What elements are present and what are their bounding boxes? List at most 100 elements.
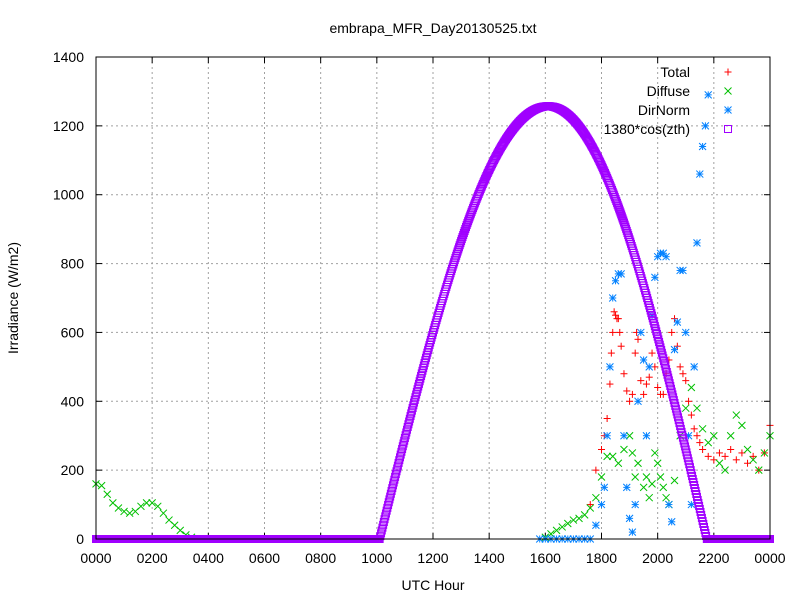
data-point: [634, 397, 642, 406]
marker-stroke: [662, 365, 671, 374]
data-point: [606, 363, 614, 371]
data-point: [656, 343, 665, 352]
marker-stroke: [631, 500, 640, 509]
data-point: [682, 377, 690, 385]
data-point: [621, 222, 630, 231]
marker-stroke: [409, 401, 418, 410]
marker-stroke: [653, 459, 662, 468]
data-point: [609, 328, 617, 336]
marker-stroke: [393, 461, 402, 470]
marker-stroke: [377, 529, 386, 538]
marker-stroke: [608, 294, 617, 302]
marker-stroke: [596, 158, 605, 167]
data-point: [418, 366, 427, 375]
marker-stroke: [639, 483, 648, 492]
marker-stroke: [450, 258, 459, 267]
data-point: [408, 403, 417, 412]
data-point: [684, 457, 693, 466]
data-point: [668, 390, 677, 399]
marker-stroke: [408, 403, 417, 412]
data-point: [606, 380, 614, 388]
data-point: [425, 341, 434, 350]
marker-stroke: [689, 478, 698, 487]
data-point: [679, 370, 687, 378]
data-point: [670, 476, 679, 485]
marker-stroke: [120, 507, 128, 516]
data-point: [655, 340, 664, 349]
data-point: [603, 431, 611, 440]
marker-stroke: [642, 473, 651, 481]
marker-stroke: [665, 379, 674, 388]
data-point: [450, 256, 459, 265]
marker-stroke: [165, 516, 173, 524]
data-point: [690, 425, 698, 433]
marker-stroke: [673, 410, 682, 419]
data-point: [620, 445, 628, 454]
data-point: [142, 498, 151, 507]
marker-stroke: [678, 430, 687, 439]
marker-stroke: [704, 91, 713, 99]
marker-stroke: [569, 516, 578, 524]
data-point: [386, 489, 395, 498]
marker-stroke: [456, 239, 465, 248]
marker-stroke: [603, 452, 611, 461]
data-point: [704, 438, 713, 447]
marker-stroke: [414, 382, 423, 391]
marker-stroke: [403, 422, 412, 431]
data-point: [680, 439, 689, 448]
data-point: [453, 247, 462, 256]
data-point: [407, 409, 416, 418]
data-point: [647, 309, 656, 318]
marker-stroke: [623, 228, 632, 237]
marker-stroke: [654, 335, 663, 344]
data-point: [457, 237, 466, 246]
marker-stroke: [726, 431, 735, 440]
y-axis-ticks: 0 200 400 600 800 1000 1200 1400: [53, 49, 770, 547]
data-point: [667, 517, 676, 526]
x-tick-label: 0000: [80, 550, 111, 566]
marker-stroke: [159, 509, 168, 518]
marker-stroke: [691, 486, 700, 495]
data-point: [624, 231, 633, 240]
data-point: [662, 367, 671, 376]
x-tick-label: 2000: [642, 550, 673, 566]
data-point: [393, 461, 402, 470]
legend: Total Diffuse DirNorm 1380*cos(zth): [604, 64, 732, 137]
data-point: [120, 507, 128, 516]
data-point: [388, 481, 397, 490]
data-point: [387, 486, 396, 495]
marker-stroke: [603, 431, 611, 440]
marker-stroke: [659, 483, 668, 492]
marker-stroke: [645, 363, 654, 371]
data-point: [625, 514, 634, 523]
legend-label: Diffuse: [647, 83, 691, 99]
data-point: [643, 296, 652, 305]
data-point: [646, 306, 655, 315]
marker-stroke: [595, 156, 604, 165]
marker-stroke: [395, 456, 404, 465]
data-point: [598, 445, 605, 453]
y-tick-label: 600: [61, 324, 85, 340]
data-point: [688, 472, 697, 481]
data-point: [628, 390, 636, 398]
data-point: [683, 454, 692, 463]
plot-frame: [95, 56, 771, 540]
data-point: [398, 442, 407, 451]
marker-stroke: [457, 235, 466, 244]
marker-stroke: [422, 351, 431, 360]
marker-stroke: [659, 356, 668, 365]
marker-stroke: [662, 367, 671, 376]
x-tick-label: 2200: [698, 550, 729, 566]
data-point: [454, 243, 463, 252]
data-point: [642, 473, 651, 481]
marker-stroke: [425, 341, 434, 350]
data-point: [377, 529, 386, 538]
data-point: [659, 390, 667, 398]
marker-stroke: [597, 473, 606, 481]
legend-marker: [724, 87, 732, 95]
data-point: [695, 170, 704, 178]
x-axis-label: UTC Hour: [401, 577, 464, 593]
marker-stroke: [671, 401, 680, 410]
marker-stroke: [732, 411, 741, 419]
marker-stroke: [142, 498, 151, 507]
